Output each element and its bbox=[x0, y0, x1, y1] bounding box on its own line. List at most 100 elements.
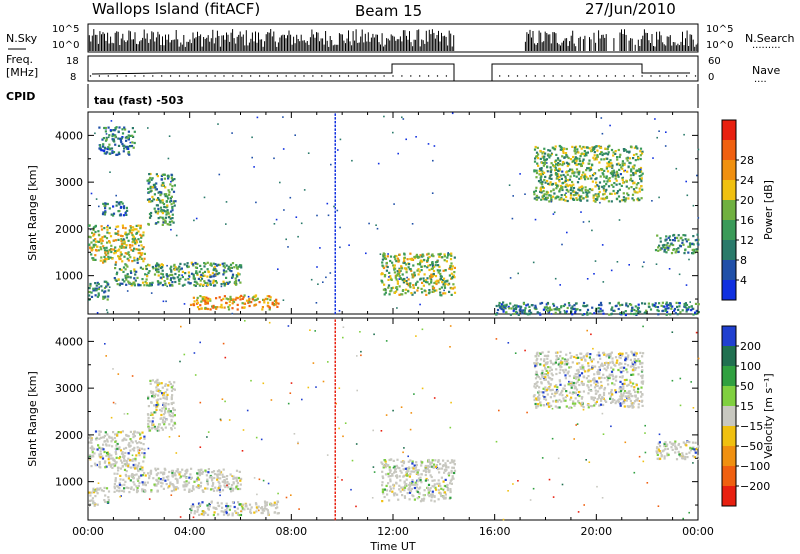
echo-cell bbox=[202, 283, 205, 286]
echo-cell bbox=[148, 270, 151, 273]
echo-cell bbox=[226, 514, 230, 517]
echo-cell bbox=[169, 483, 172, 486]
echo-cell bbox=[609, 192, 612, 195]
echo-cell bbox=[171, 220, 174, 223]
echo-cell bbox=[388, 293, 391, 296]
echo-cell bbox=[688, 242, 692, 245]
nave-dot bbox=[125, 75, 127, 77]
echo-cell bbox=[615, 163, 619, 166]
echo-cell bbox=[169, 267, 172, 270]
echo-cell bbox=[632, 388, 636, 392]
echo-cell bbox=[232, 298, 235, 301]
echo-cell bbox=[543, 359, 546, 363]
echo-cell bbox=[105, 138, 108, 141]
echo-cell bbox=[226, 507, 229, 510]
echo-cell bbox=[685, 309, 688, 312]
echo-cell bbox=[405, 282, 408, 285]
echo-cell bbox=[637, 366, 640, 369]
echo-cell bbox=[569, 351, 572, 355]
echo-cell bbox=[385, 484, 388, 487]
echo-cell bbox=[168, 470, 171, 474]
echo-cell bbox=[402, 281, 405, 284]
echo-cell bbox=[148, 429, 152, 432]
echo-cell bbox=[159, 281, 162, 284]
echo-cell bbox=[216, 473, 219, 476]
echo-cell bbox=[394, 276, 397, 279]
echo-cell bbox=[130, 229, 134, 232]
echo-cell bbox=[572, 155, 575, 159]
echo-cell bbox=[603, 180, 606, 183]
echo-cell bbox=[507, 305, 510, 308]
echo-cell bbox=[215, 307, 218, 310]
echo-cell bbox=[115, 204, 118, 207]
echo-cell bbox=[623, 401, 626, 404]
echo-cell bbox=[163, 416, 166, 419]
echo-cell bbox=[173, 422, 176, 425]
echo-cell bbox=[102, 261, 105, 264]
echo-cell bbox=[206, 307, 210, 311]
echo-cell bbox=[577, 391, 580, 394]
echo-cell bbox=[159, 216, 162, 219]
echo-cell bbox=[614, 174, 617, 177]
echo-cell bbox=[446, 489, 449, 492]
echo-cell bbox=[594, 145, 597, 148]
echo-cell bbox=[198, 504, 201, 507]
speckle-cell bbox=[295, 216, 298, 218]
echo-cell bbox=[164, 216, 167, 219]
echo-cell bbox=[112, 133, 115, 136]
echo-cell bbox=[681, 309, 684, 312]
nave-dot bbox=[116, 75, 118, 77]
echo-cell bbox=[270, 504, 273, 507]
echo-cell bbox=[597, 169, 601, 172]
echo-cell bbox=[117, 469, 120, 472]
echo-cell bbox=[421, 498, 424, 501]
speckle-cell bbox=[105, 133, 108, 135]
echo-cell bbox=[217, 480, 220, 483]
echo-cell bbox=[569, 192, 573, 195]
echo-cell bbox=[159, 478, 162, 481]
echo-cell bbox=[393, 465, 396, 468]
echo-cell bbox=[621, 167, 624, 170]
echo-cell bbox=[409, 473, 412, 476]
echo-cell bbox=[516, 305, 520, 308]
echo-cell bbox=[116, 442, 119, 446]
echo-cell bbox=[161, 182, 164, 185]
echo-cell bbox=[610, 172, 613, 176]
echo-cell bbox=[207, 471, 210, 474]
echo-cell bbox=[117, 486, 120, 489]
echo-cell bbox=[592, 399, 595, 402]
echo-cell bbox=[564, 363, 567, 366]
echo-cell bbox=[90, 253, 93, 256]
echo-cell bbox=[410, 487, 413, 490]
echo-cell bbox=[550, 168, 553, 171]
echo-cell bbox=[396, 476, 399, 479]
echo-cell bbox=[157, 217, 160, 220]
echo-cell bbox=[127, 259, 130, 262]
echo-cell bbox=[536, 405, 539, 408]
echo-cell bbox=[589, 353, 592, 356]
echo-cell bbox=[250, 301, 253, 304]
echo-cell bbox=[157, 221, 160, 224]
echo-cell bbox=[221, 506, 224, 509]
echo-cell bbox=[634, 305, 637, 308]
echo-cell bbox=[174, 280, 177, 284]
echo-cell bbox=[575, 160, 578, 163]
echo-cell bbox=[633, 190, 636, 193]
echo-cell bbox=[107, 250, 110, 253]
echo-cell bbox=[385, 269, 388, 272]
echo-cell bbox=[560, 177, 563, 180]
echo-cell bbox=[567, 190, 570, 193]
echo-cell bbox=[148, 264, 151, 267]
echo-cell bbox=[132, 481, 135, 484]
echo-cell bbox=[634, 367, 638, 370]
echo-cell bbox=[545, 190, 548, 193]
echo-cell bbox=[128, 281, 131, 284]
echo-cell bbox=[672, 234, 675, 237]
echo-cell bbox=[550, 372, 553, 375]
echo-cell bbox=[643, 312, 646, 315]
echo-cell bbox=[141, 474, 144, 477]
echo-cell bbox=[178, 265, 181, 268]
echo-cell bbox=[391, 490, 394, 493]
echo-cell bbox=[190, 261, 193, 264]
echo-cell bbox=[129, 479, 132, 482]
